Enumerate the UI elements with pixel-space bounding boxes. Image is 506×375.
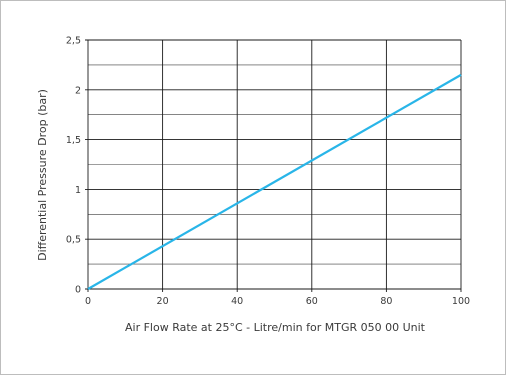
grid [85,39,462,292]
series-line [87,73,462,290]
x-tick-labels: 0 20 40 60 80 100 [85,296,470,307]
x-tick-label: 100 [452,296,470,307]
y-tick-label: 2 [75,85,81,96]
y-axis-label: Differential Pressure Drop (bar) [36,89,49,261]
series-group [87,73,462,290]
x-tick-label: 20 [157,296,169,307]
x-tick-label: 80 [380,296,392,307]
y-tick-label: 0 [75,285,81,296]
x-axis-label: Air Flow Rate at 25°C - Litre/min for MT… [125,321,426,334]
y-tick-label: 1,5 [66,135,81,146]
y-tick-label: 1 [75,185,81,196]
x-tick-label: 60 [306,296,318,307]
x-tick-label: 40 [231,296,243,307]
y-tick-labels: 0 0,5 1 1,5 2 2,5 [66,36,81,296]
x-tick-label: 0 [85,296,91,307]
y-tick-label: 0,5 [66,235,81,246]
y-tick-label: 2,5 [66,36,81,47]
